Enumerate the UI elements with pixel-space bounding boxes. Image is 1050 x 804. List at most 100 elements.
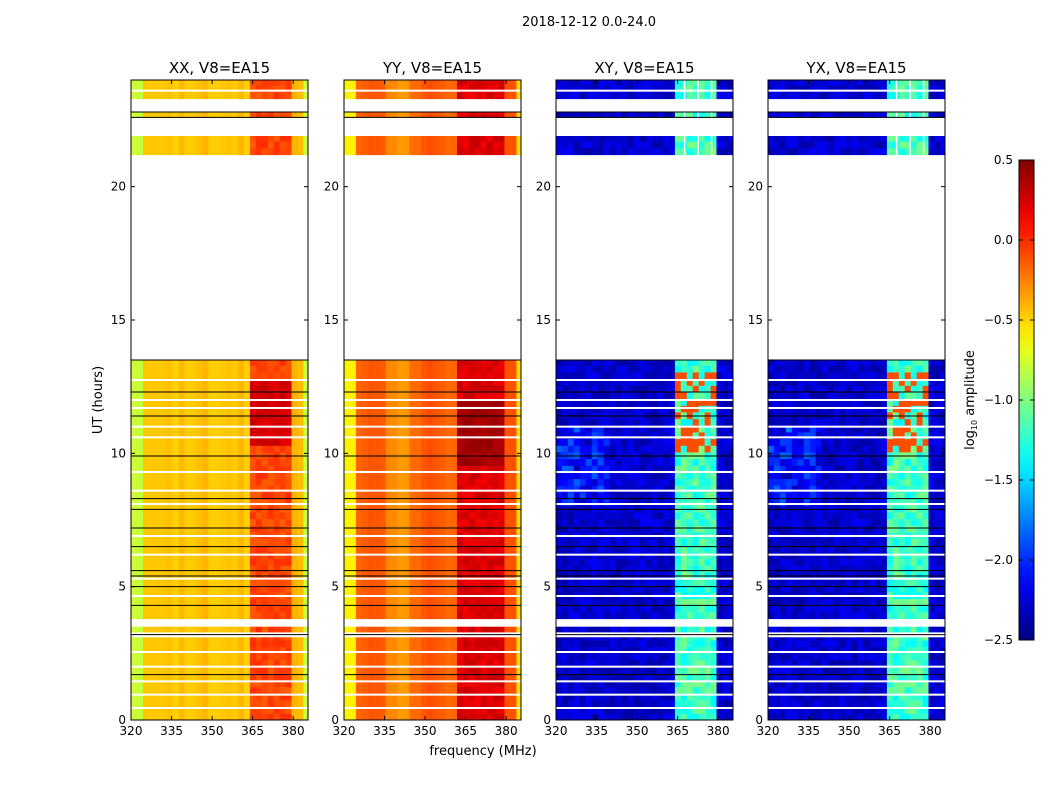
heatmap-cell [699,713,705,720]
heatmap-cell [380,92,386,99]
heatmap-cell [469,459,475,466]
heatmap-cell [723,539,729,546]
heatmap-cell [374,439,380,446]
heatmap-cell [286,459,292,466]
heatmap-cell [481,472,487,479]
heatmap-cell [645,445,651,452]
heatmap-cell [598,713,604,720]
heatmap-cell [451,700,457,707]
heatmap-cell [149,136,155,142]
heatmap-cell [167,365,173,372]
heatmap-cell [368,372,374,379]
heatmap-cell [556,559,562,566]
heatmap-cell [362,559,368,566]
heatmap-cell [562,459,568,466]
heatmap-cell [487,472,493,479]
heatmap-cell [232,512,238,519]
heatmap-cell [409,385,415,392]
heatmap-cell [610,492,616,499]
heatmap-cell [167,637,173,640]
heatmap-cell [250,472,256,479]
heatmap-cell [439,653,445,660]
heatmap-cell [404,136,410,142]
heatmap-cell [445,472,451,479]
heatmap-cell [191,148,197,155]
flagged-line [344,503,521,505]
heatmap-cell [586,525,592,532]
heatmap-cell [356,392,362,399]
heatmap-cell [562,479,568,486]
heatmap-cell [356,459,362,466]
heatmap-cell [298,492,304,499]
heatmap-cell [487,519,493,526]
heatmap-cell [244,579,250,586]
heatmap-cell [179,136,185,142]
heatmap-cell [616,565,622,572]
heatmap-cell [687,492,693,499]
heatmap-cell [155,80,161,86]
heatmap-cell [705,539,711,546]
heatmap-cell [568,539,574,546]
heatmap-cell [386,459,392,466]
heatmap-cell [427,445,433,452]
heatmap-cell [155,539,161,546]
panel-title: YY, V8=EA15 [382,59,482,77]
heatmap-cell [657,700,663,707]
heatmap-cell [280,141,286,148]
heatmap-cell [202,605,208,612]
heatmap-cell [675,640,681,647]
heatmap-cell [616,687,622,694]
heatmap-cell [639,525,645,532]
heatmap-cell [651,713,657,720]
heatmap-cell [705,599,711,606]
heatmap-cell [433,687,439,694]
heatmap-cell [356,148,362,155]
heatmap-cell [179,365,185,372]
heatmap-cell [161,512,167,519]
heatmap-cell [511,525,517,532]
heatmap-cell [469,148,475,155]
heatmap-cell [362,687,368,694]
heatmap-cell [350,559,356,566]
heatmap-cell [232,80,238,86]
heatmap-cell [256,612,262,619]
heatmap-cell [179,92,185,99]
heatmap-cell [214,559,220,566]
heatmap-cell [196,539,202,546]
heatmap-cell [404,579,410,586]
heatmap-cell [717,512,723,519]
heatmap-cell [693,539,699,546]
heatmap-cell [344,419,350,426]
heatmap-cell [398,385,404,392]
heatmap-cell [439,392,445,399]
heatmap-cell [380,472,386,479]
heatmap-cell [481,80,487,86]
heatmap-cell [137,141,143,148]
heatmap-cell [155,612,161,619]
heatmap-cell [214,136,220,142]
heatmap-cell [487,80,493,86]
heatmap-cell [374,612,380,619]
heatmap-cell [475,512,481,519]
heatmap-cell [232,148,238,155]
heatmap-cell [292,80,298,86]
heatmap-cell [693,687,699,694]
heatmap-cell [143,627,149,633]
heatmap-cell [481,392,487,399]
heatmap-cell [493,612,499,619]
heatmap-cell [137,80,143,86]
heatmap-cell [639,713,645,720]
heatmap-cell [274,92,280,99]
heatmap-cell [149,419,155,426]
heatmap-cell [202,372,208,379]
heatmap-cell [167,565,173,572]
heatmap-cell [298,148,304,155]
heatmap-cell [286,136,292,142]
heatmap-cell [616,667,622,674]
heatmap-cell [131,605,137,612]
heatmap-cell [404,365,410,372]
heatmap-cell [268,637,274,640]
heatmap-cell [699,579,705,586]
heatmap-cell [392,512,398,519]
heatmap-cell [214,519,220,526]
